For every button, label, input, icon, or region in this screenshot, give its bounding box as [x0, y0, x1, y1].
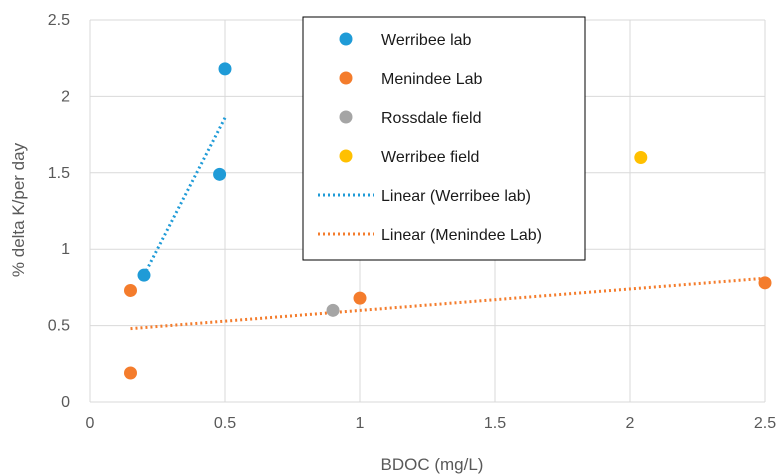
data-point [634, 151, 648, 165]
x-tick-label: 0.5 [214, 415, 236, 432]
legend-box [302, 16, 586, 261]
data-point [326, 303, 340, 317]
legend-label: Werribee field [381, 149, 479, 166]
legend-label: Rossdale field [381, 110, 482, 127]
legend-label: Menindee Lab [381, 71, 483, 88]
legend-marker [339, 71, 353, 85]
y-axis-title: % delta K/per day [9, 142, 28, 277]
x-tick-label: 1.5 [484, 415, 506, 432]
trendline [142, 117, 227, 276]
data-point [218, 62, 232, 76]
x-tick-label: 2.5 [754, 415, 776, 432]
y-tick-label: 0 [61, 394, 70, 411]
data-point [124, 366, 137, 380]
data-point [213, 167, 227, 181]
legend: Werribee lab Menindee Lab Rossdale field We… [302, 16, 586, 261]
data-point [353, 291, 367, 305]
y-tick-label: 1 [61, 241, 70, 258]
legend-label: Linear (Menindee Lab) [381, 227, 542, 244]
y-tick-label: 2.5 [48, 12, 70, 29]
data-points [124, 62, 772, 380]
legend-marker [339, 149, 353, 163]
y-tick-label: 1.5 [48, 165, 70, 182]
legend-marker [339, 32, 353, 46]
y-tick-label: 2 [61, 88, 70, 105]
x-tick-label: 0 [86, 415, 95, 432]
x-tick-label: 1 [356, 415, 365, 432]
y-tick-label: 0.5 [48, 318, 70, 335]
data-point [137, 268, 151, 282]
x-tick-label: 2 [626, 415, 635, 432]
tick-labels: 0 0.5 1 1.5 2 2.5 0 0.5 1 1.5 2 2.5 [48, 12, 776, 432]
data-point [758, 276, 772, 290]
x-axis-title: BDOC (mg/L) [381, 455, 484, 474]
legend-marker [339, 110, 353, 124]
trendline [130, 276, 766, 331]
trendlines [130, 117, 766, 331]
data-point [124, 283, 137, 297]
legend-label: Linear (Werribee lab) [381, 188, 531, 205]
legend-label: Werribee lab [381, 32, 472, 49]
